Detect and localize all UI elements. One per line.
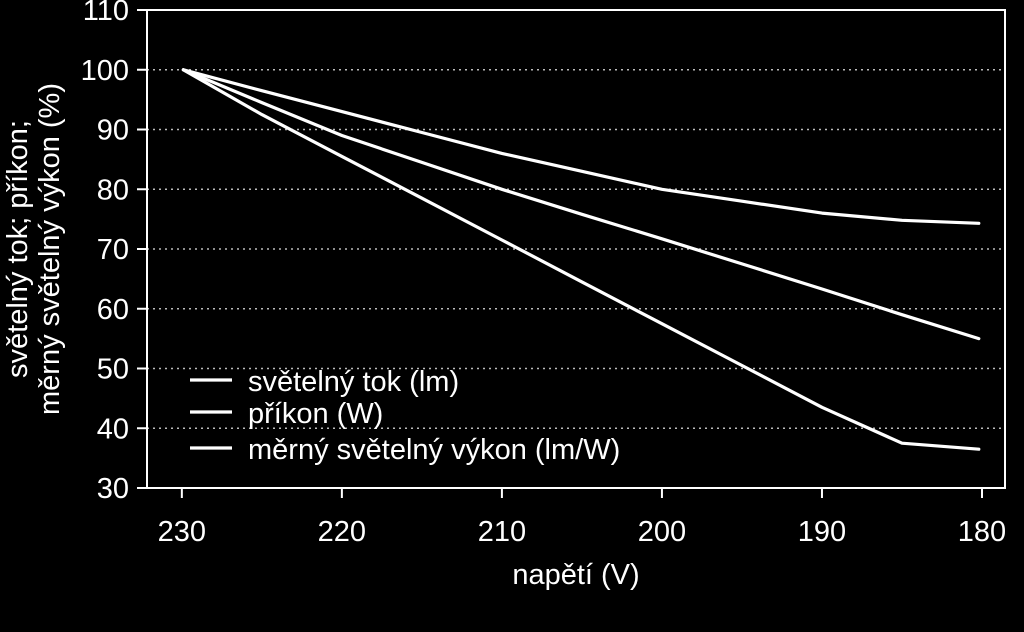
- series-line-1: [181, 68, 981, 451]
- y-tick-label: 70: [97, 234, 129, 266]
- series-line-2: [181, 68, 981, 225]
- series-line-3: [181, 68, 981, 341]
- y-axis-title-line-1: světelný tok; příkon;: [2, 120, 34, 378]
- y-axis-title: světelný tok; příkon; měrný světelný výk…: [2, 83, 66, 415]
- legend: světelný tok (lm)příkon (W) měrný světeln…: [190, 366, 620, 466]
- series-lines: [181, 68, 981, 451]
- x-tick-label: 230: [158, 516, 206, 548]
- legend-label: měrný světelný výkon (lm/W): [248, 434, 620, 466]
- legend-label: příkon (W): [248, 398, 383, 430]
- legend-label: světelný tok (lm): [248, 366, 459, 398]
- y-tick-label: 90: [97, 115, 129, 147]
- y-tick-label: 30: [97, 473, 129, 505]
- y-tick-label: 110: [83, 0, 129, 27]
- y-tick-label: 40: [97, 413, 129, 445]
- y-axis-title-line-2: měrný světelný výkon (%): [34, 83, 66, 415]
- x-tick-label: 200: [638, 516, 686, 548]
- y-tick-label: 50: [97, 354, 129, 386]
- x-axis-title: napětí (V): [512, 559, 639, 591]
- x-tick-label: 220: [318, 516, 366, 548]
- y-tick-label: 100: [81, 55, 129, 87]
- x-tick-label: 210: [478, 516, 526, 548]
- grid-lines: [147, 69, 1005, 429]
- y-tick-label: 60: [97, 294, 129, 326]
- axis-ticks: 30 40 50 60 70 80 90 100 110 230 220 210 200 190 180: [81, 0, 1007, 548]
- y-tick-label: 80: [97, 174, 129, 206]
- x-tick-label: 190: [798, 516, 846, 548]
- x-tick-label: 180: [958, 516, 1006, 548]
